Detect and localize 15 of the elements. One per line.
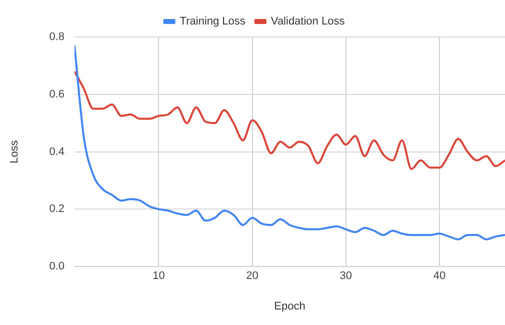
y-axis-title: Loss (8, 140, 21, 164)
y-tick-label: 0.8 (49, 31, 64, 44)
x-axis-title: Epoch (274, 300, 306, 312)
y-tick-label: 0.0 (49, 260, 64, 273)
x-tick-label: 20 (246, 270, 258, 282)
line-series (74, 44, 505, 240)
x-tick-label: 30 (340, 270, 352, 282)
legend-label: Training Loss (180, 16, 246, 28)
line-series (74, 70, 505, 170)
y-tick-label: 0.2 (49, 203, 64, 216)
x-tick-label: 10 (152, 270, 165, 282)
x-tick-label: 40 (433, 270, 446, 282)
y-tick-label: 0.6 (49, 88, 64, 100)
y-tick-label: 0.4 (49, 146, 64, 158)
legend-label: Validation Loss (270, 16, 346, 28)
